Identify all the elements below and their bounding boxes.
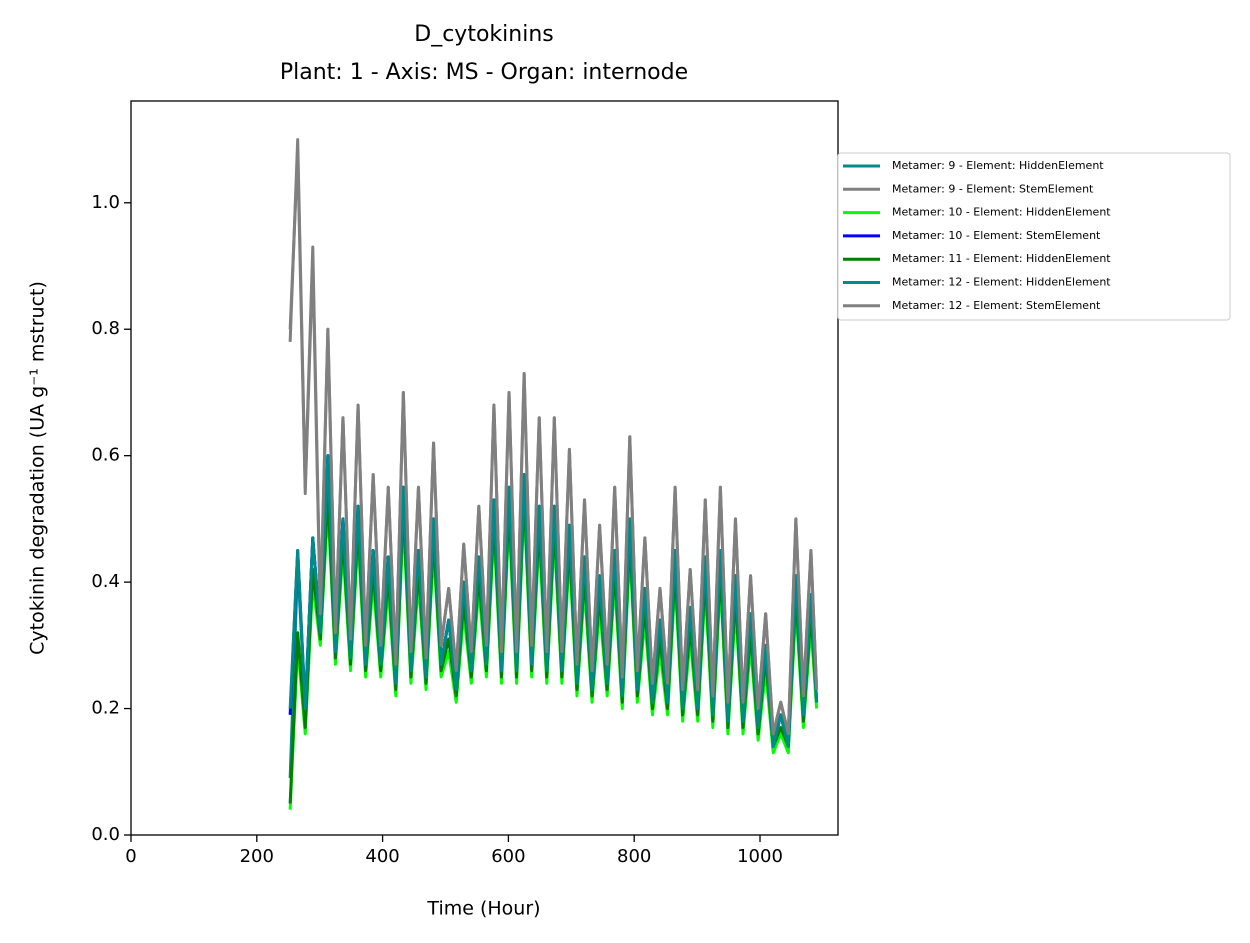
y-tick-label: 0.6: [91, 445, 120, 466]
y-tick-label: 1.0: [91, 192, 120, 213]
x-axis-label: Time (Hour): [426, 898, 540, 920]
legend-box: [837, 152, 1231, 321]
y-tick-label: 0.0: [91, 824, 120, 845]
series-line: [288, 138, 819, 736]
x-tick-label: 200: [240, 846, 274, 867]
x-tick-label: 400: [365, 846, 399, 867]
y-tick-label: 0.4: [91, 571, 120, 592]
x-tick-label: 1000: [737, 846, 783, 867]
y-axis-label: Cytokinin degradation (UA g⁻¹ mstruct): [27, 281, 49, 655]
chart-title: D_cytokinins: [414, 22, 553, 47]
plot-frame: [130, 100, 839, 836]
x-tick-label: 800: [617, 846, 651, 867]
legend-label: Metamer: 9 - Element: StemElement: [892, 182, 1094, 195]
chart-subtitle: Plant: 1 - Axis: MS - Organ: internode: [280, 60, 688, 85]
x-tick-label: 0: [125, 846, 136, 867]
legend-label: Metamer: 10 - Element: HiddenElement: [892, 206, 1111, 219]
legend-label: Metamer: 10 - Element: StemElement: [892, 229, 1101, 242]
x-tick-label: 600: [491, 846, 525, 867]
legend-label: Metamer: 12 - Element: HiddenElement: [892, 276, 1111, 289]
y-tick-label: 0.8: [91, 318, 120, 339]
legend-label: Metamer: 9 - Element: HiddenElement: [892, 159, 1104, 172]
y-tick-label: 0.2: [91, 698, 120, 719]
legend-label: Metamer: 12 - Element: StemElement: [892, 299, 1101, 312]
legend-label: Metamer: 11 - Element: HiddenElement: [892, 252, 1111, 265]
